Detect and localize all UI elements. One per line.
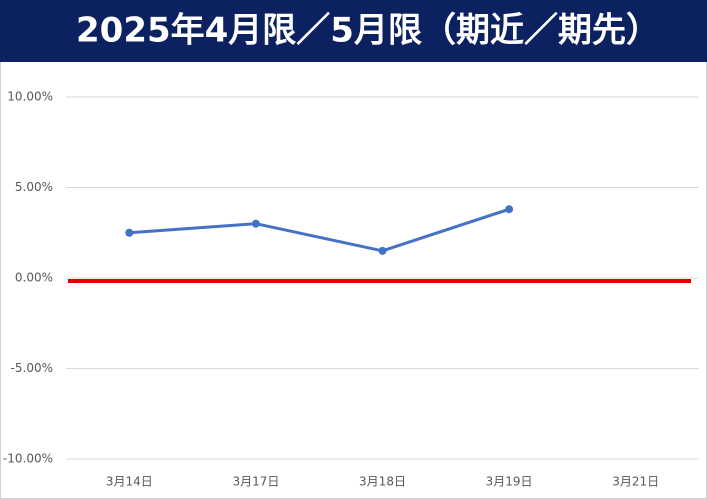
x-tick-label: 3月17日 <box>232 475 279 489</box>
data-point <box>251 219 260 228</box>
y-tick-label: -10.00% <box>3 452 53 466</box>
data-point <box>378 246 387 255</box>
series-line <box>129 207 510 253</box>
chart-title: 2025年4月限／5月限（期近／期先） <box>76 11 660 51</box>
x-tick-label: 3月21日 <box>612 475 659 489</box>
title-banner <box>0 0 707 62</box>
x-tick-label: 3月19日 <box>486 475 533 489</box>
data-point <box>505 205 514 214</box>
x-tick-label: 3月18日 <box>359 475 406 489</box>
y-tick-label: 5.00% <box>15 180 53 194</box>
x-tick-label: 3月14日 <box>106 475 153 489</box>
y-tick-label: 0.00% <box>15 271 53 285</box>
y-tick-label: -5.00% <box>11 361 53 375</box>
data-point <box>125 228 134 237</box>
y-tick-label: 10.00% <box>7 90 53 104</box>
